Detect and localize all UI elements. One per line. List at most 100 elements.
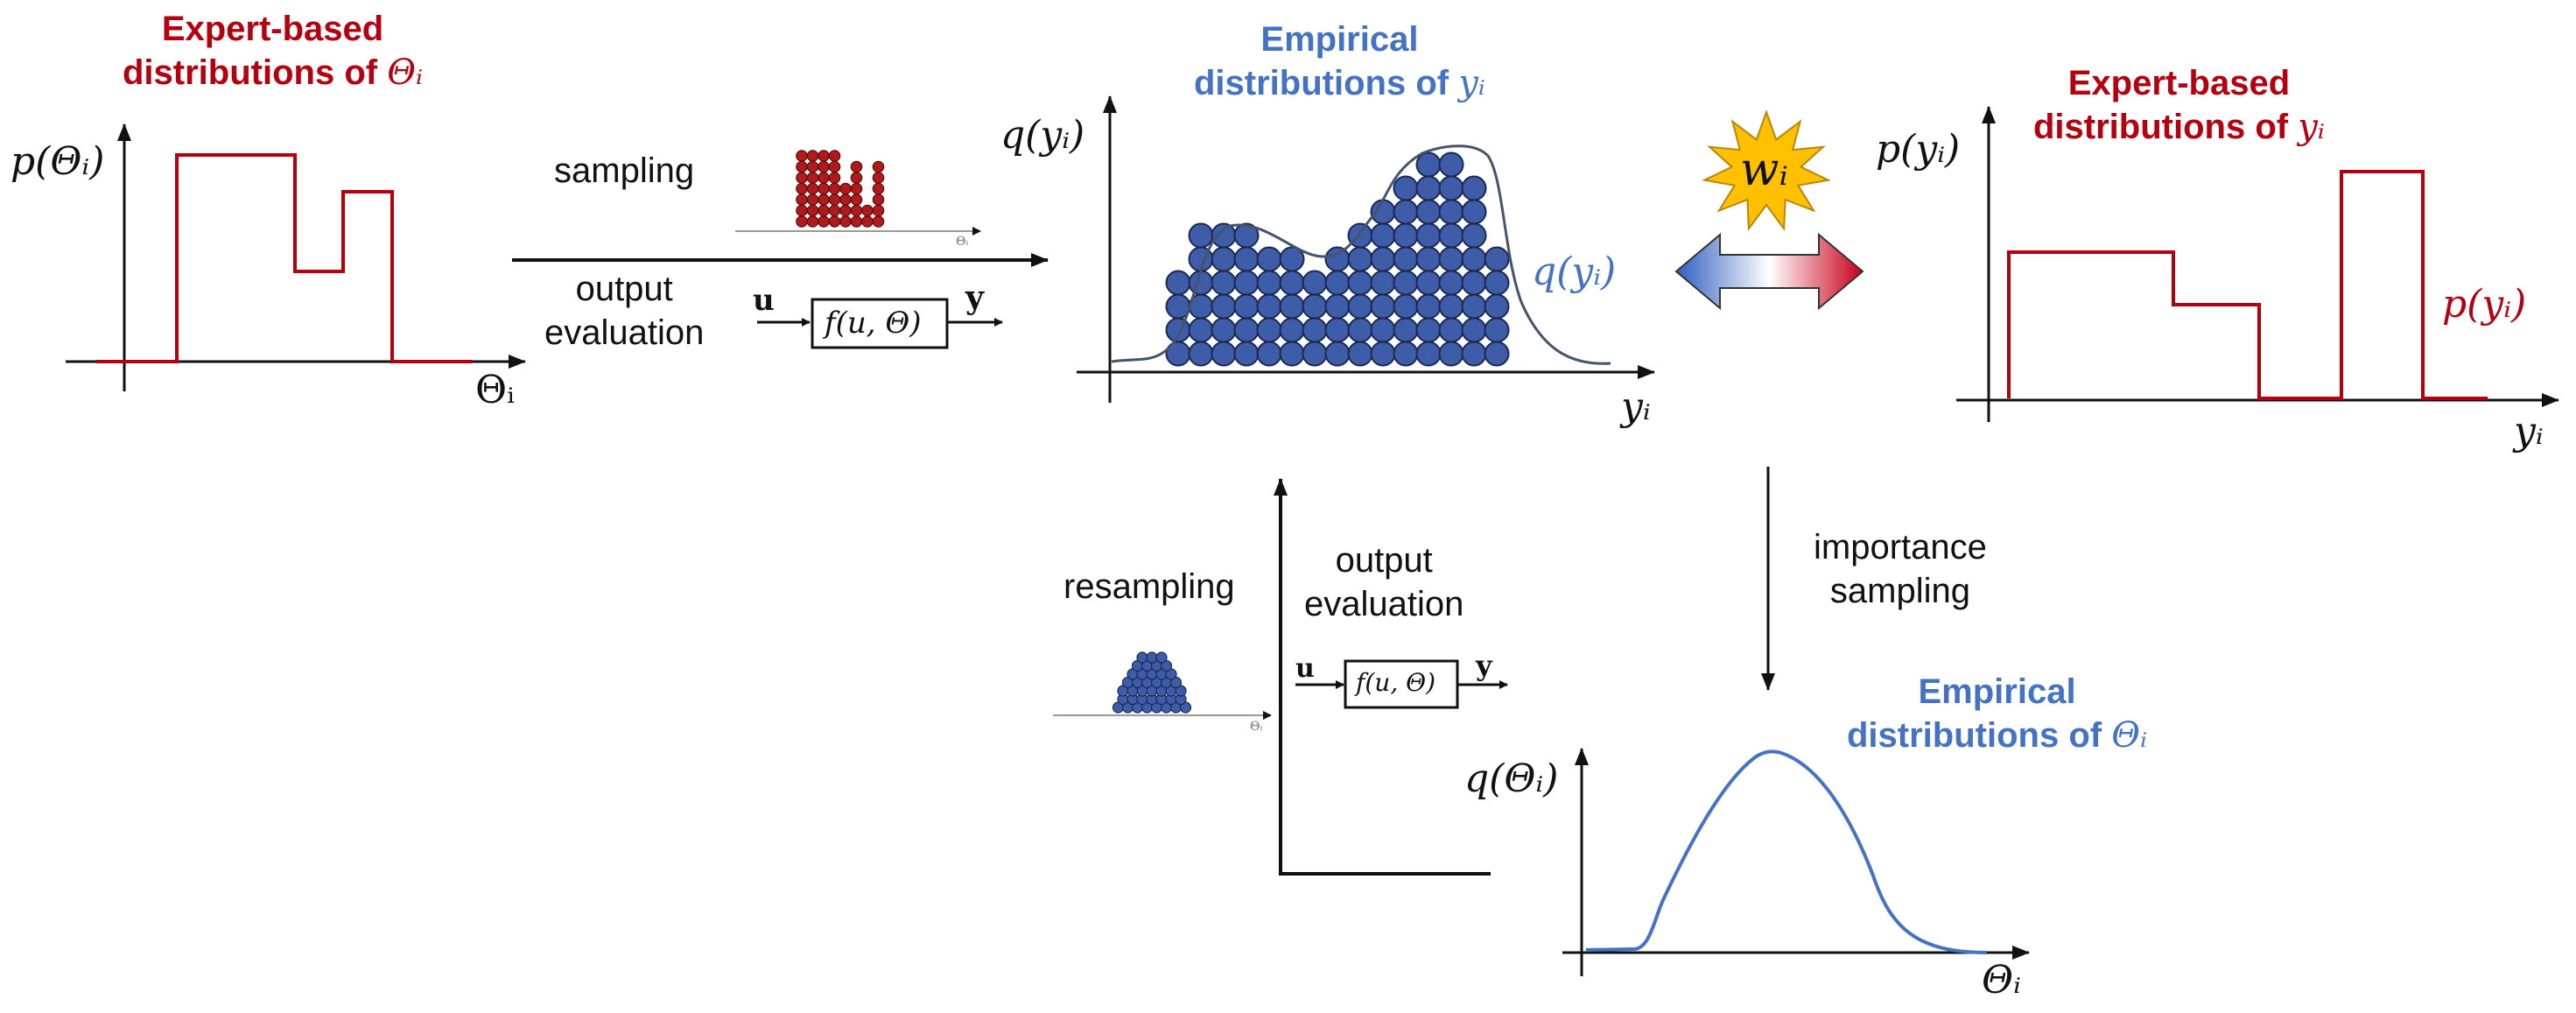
ball xyxy=(1461,317,1487,343)
ball xyxy=(1347,293,1373,320)
panel1-title-line1: Expert-based xyxy=(161,10,384,48)
panel3-title: Expert-based distributions of yᵢ xyxy=(2033,61,2325,149)
panel4-title: Empirical distributions of Θᵢ xyxy=(1847,670,2147,757)
ball xyxy=(872,182,885,195)
ball xyxy=(1461,341,1487,367)
panel1-title-line2-wrap: distributions of Θᵢ xyxy=(123,51,423,95)
ball xyxy=(850,204,863,217)
ball xyxy=(1370,246,1396,272)
ball xyxy=(1324,293,1351,320)
ball xyxy=(1347,341,1373,367)
ball xyxy=(818,215,830,228)
ball xyxy=(1393,175,1419,201)
mini-axis-top-label: Θᵢ xyxy=(956,235,969,249)
panel3-title-line2: distributions of xyxy=(2033,108,2289,146)
ball xyxy=(1438,317,1464,343)
ball xyxy=(861,204,874,217)
ball xyxy=(1188,317,1214,343)
panel1-title-line2: distributions of xyxy=(123,53,378,92)
panel2-ylabel: q(yᵢ) xyxy=(1000,113,1085,158)
ball xyxy=(1415,246,1442,272)
ball xyxy=(1165,270,1191,296)
panel2-density-curve xyxy=(1111,144,1611,365)
ball xyxy=(828,150,841,162)
ball xyxy=(1324,246,1351,272)
ball xyxy=(872,204,885,217)
double-arrow xyxy=(1674,232,1864,311)
ball xyxy=(1461,246,1487,272)
importance-sampling-label: importance sampling xyxy=(1814,525,1987,613)
ball xyxy=(1347,246,1373,272)
input-u-bottom: u xyxy=(1295,653,1315,684)
ball xyxy=(1393,270,1419,296)
panel4-ylabel: q(Θᵢ) xyxy=(1464,756,1559,801)
ball xyxy=(1484,293,1510,320)
resample-balls-blue xyxy=(1112,651,1192,714)
ball xyxy=(1461,175,1487,201)
ball xyxy=(1279,317,1305,343)
panel4-title-line2: distributions of xyxy=(1847,716,2102,755)
ball xyxy=(1461,199,1487,225)
panel2-title-line1: Empirical xyxy=(1260,20,1419,59)
ball xyxy=(1233,270,1260,296)
ball xyxy=(872,215,885,228)
ball xyxy=(818,182,830,195)
panel3-curve-label: p(yᵢ) xyxy=(2442,282,2527,327)
function-label-bottom: f(u, Θ) xyxy=(1356,668,1435,697)
ball xyxy=(828,160,841,173)
panel2-title: Empirical distributions of yᵢ xyxy=(1194,18,1485,105)
ball xyxy=(1438,175,1464,201)
ball xyxy=(1370,270,1396,296)
ball xyxy=(872,193,885,206)
ball xyxy=(1233,341,1260,367)
ball xyxy=(1233,317,1260,343)
ball xyxy=(1461,222,1487,249)
panel2-xlabel: yᵢ xyxy=(1621,384,1651,429)
panel4-title-line2-wrap: distributions of Θᵢ xyxy=(1847,714,2147,757)
panel4-xlabel: Θᵢ xyxy=(1982,958,2021,1002)
ball xyxy=(1256,246,1282,272)
function-label-top: f(u, Θ) xyxy=(825,306,922,341)
ball xyxy=(818,204,830,217)
ball xyxy=(1188,222,1214,249)
ball xyxy=(1438,293,1464,320)
weight-label: wᵢ xyxy=(1740,144,1788,196)
ball xyxy=(1256,341,1282,367)
output-y-top: y xyxy=(965,279,984,316)
panel2-axes xyxy=(1077,95,1655,403)
output-y-bottom: y xyxy=(1476,649,1492,682)
ball xyxy=(1324,341,1351,367)
ball xyxy=(1279,246,1305,272)
panel2-title-symbol: yᵢ xyxy=(1458,63,1485,103)
ball xyxy=(1484,246,1510,272)
ball xyxy=(818,193,830,206)
ball xyxy=(1438,246,1464,272)
ball xyxy=(1279,341,1305,367)
ball xyxy=(1324,317,1351,343)
ball xyxy=(1393,222,1419,249)
ball xyxy=(1211,246,1237,272)
ball xyxy=(828,182,841,195)
ball xyxy=(828,193,841,206)
ball xyxy=(796,150,808,162)
panel1-title: Expert-based distributions of Θᵢ xyxy=(123,7,423,95)
panel4-title-symbol: Θᵢ xyxy=(2111,715,2148,756)
ball xyxy=(1233,222,1260,249)
output-evaluation-top: output evaluation xyxy=(544,267,704,355)
ball xyxy=(839,215,852,228)
ball xyxy=(850,160,863,173)
resampling-label: resampling xyxy=(1063,567,1235,606)
output-evaluation-top-line1: output xyxy=(575,270,673,308)
ball xyxy=(1438,270,1464,296)
ball xyxy=(1438,341,1464,367)
ball xyxy=(1438,222,1464,249)
ball xyxy=(1211,341,1237,367)
ball xyxy=(1370,317,1396,343)
ball xyxy=(806,182,819,195)
ball xyxy=(1393,341,1419,367)
ball xyxy=(1484,270,1510,296)
panel1-title-symbol: Θᵢ xyxy=(387,53,424,93)
panel4-axes xyxy=(1562,748,2030,976)
ball xyxy=(1324,270,1351,296)
ball xyxy=(850,215,863,228)
